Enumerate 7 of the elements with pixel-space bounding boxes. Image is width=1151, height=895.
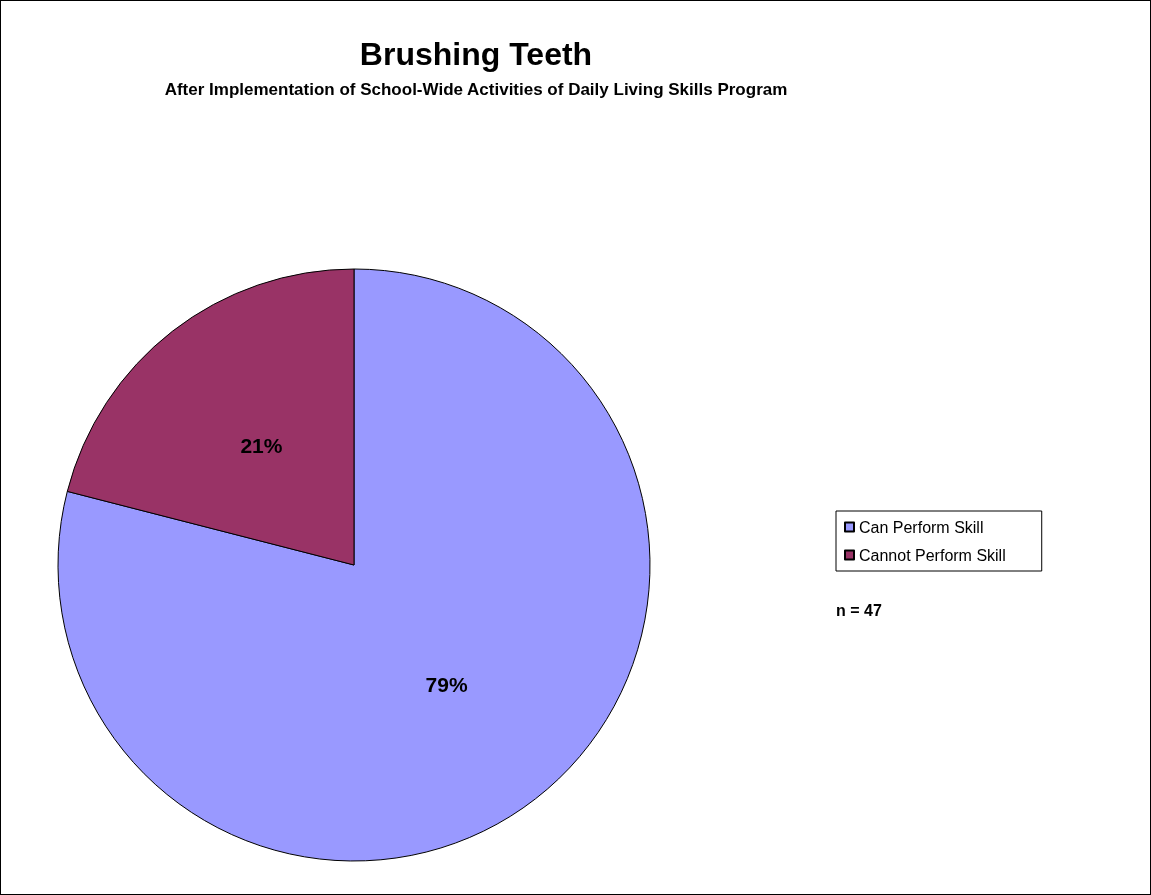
chart-title: Brushing Teeth <box>359 36 593 72</box>
data-label: 79% <box>425 672 468 696</box>
data-label: 21% <box>240 434 283 458</box>
legend-label: Can Perform Skill <box>859 518 984 536</box>
legend-label: Cannot Perform Skill <box>859 546 1006 564</box>
chart-subtitle: After Implementation of School-Wide Activities of Daily Living Skills Program <box>164 80 788 99</box>
text: n = 47 <box>836 601 882 619</box>
